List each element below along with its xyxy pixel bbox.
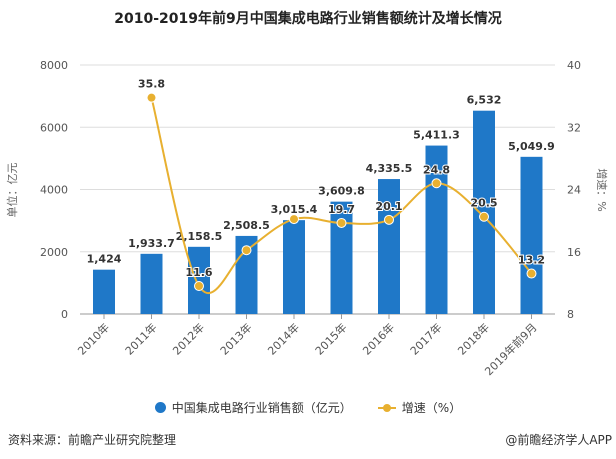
bar-data-label: 2,158.5 — [176, 230, 223, 243]
growth-point — [336, 217, 347, 228]
y-tick-label: 8000 — [40, 59, 68, 72]
x-tick-label: 2018年 — [455, 320, 492, 357]
x-tick-label: 2010年 — [75, 320, 112, 357]
y2-tick-label: 24 — [567, 184, 581, 197]
y2-tick-label: 16 — [567, 246, 581, 259]
growth-point — [384, 214, 394, 225]
legend: 中国集成电路行业销售额（亿元） 增速（%） — [0, 399, 616, 416]
bar-data-label: 6,532 — [467, 94, 502, 107]
legend-label-sales: 中国集成电路行业销售额（亿元） — [171, 401, 352, 415]
growth-data-label: 19.7 — [328, 203, 355, 216]
x-tick-label: 2014年 — [265, 320, 302, 357]
growth-data-label: 24.8 — [423, 163, 450, 176]
growth-point — [194, 280, 204, 291]
growth-point — [289, 214, 299, 225]
source-note: 资料来源：前瞻产业研究院整理 — [8, 433, 177, 447]
y2-tick-label: 8 — [567, 308, 574, 321]
legend-marker-sales — [154, 402, 166, 413]
y-tick-label: 2000 — [40, 246, 68, 259]
growth-point — [479, 211, 489, 222]
legend-item-growth[interactable]: 增速（%） — [377, 399, 462, 416]
x-tick-label: 2011年 — [122, 320, 159, 357]
credit: @前瞻经济学人APP — [505, 433, 612, 447]
y-tick-label: 0 — [61, 308, 68, 321]
growth-point — [431, 178, 442, 189]
growth-data-label: 35.8 — [138, 78, 165, 91]
bar — [283, 220, 305, 314]
bar-data-label: 2,508.5 — [223, 219, 270, 232]
growth-point — [241, 245, 252, 256]
legend-item-sales[interactable]: 中国集成电路行业销售额（亿元） — [154, 399, 352, 416]
x-tick-label: 2015年 — [312, 320, 349, 357]
bar — [330, 201, 353, 314]
y2-tick-label: 32 — [567, 121, 581, 134]
growth-point — [526, 268, 537, 279]
x-tick-label: 2017年 — [407, 320, 444, 357]
growth-data-label: 13.2 — [518, 254, 545, 267]
y-axis-label: 单位：亿元 — [5, 163, 19, 218]
bar — [378, 179, 400, 314]
growth-data-label: 20.1 — [375, 200, 402, 213]
chart-title: 2010-2019年前9月中国集成电路行业销售额统计及增长情况 — [114, 11, 502, 27]
x-tick-label: 2016年 — [360, 320, 397, 357]
growth-point — [146, 92, 157, 103]
y-tick-label: 6000 — [40, 121, 68, 134]
bar — [93, 269, 115, 314]
bar-data-label: 1,424 — [87, 253, 122, 266]
growth-data-label: 20.5 — [470, 197, 497, 210]
bar-data-label: 3,609.8 — [318, 185, 365, 198]
bar-data-label: 4,335.5 — [366, 162, 413, 175]
bar-data-label: 5,049.9 — [508, 140, 555, 153]
growth-data-label: 11.6 — [185, 266, 212, 279]
bar — [188, 246, 210, 314]
y2-tick-label: 40 — [567, 59, 581, 72]
bar-data-label: 3,015.4 — [271, 203, 318, 216]
legend-label-growth: 增速（%） — [401, 401, 462, 415]
x-tick-label: 2013年 — [217, 320, 254, 357]
bar — [425, 145, 448, 314]
legend-marker-growth — [377, 403, 396, 412]
bar-data-label: 1,933.7 — [128, 237, 175, 250]
x-tick-label: 2012年 — [170, 320, 207, 357]
bar — [140, 253, 163, 314]
bar — [520, 156, 543, 314]
y2-axis-label: 增速：% — [595, 168, 609, 211]
bar-data-label: 5,411.3 — [413, 129, 460, 142]
y-tick-label: 4000 — [40, 184, 68, 197]
